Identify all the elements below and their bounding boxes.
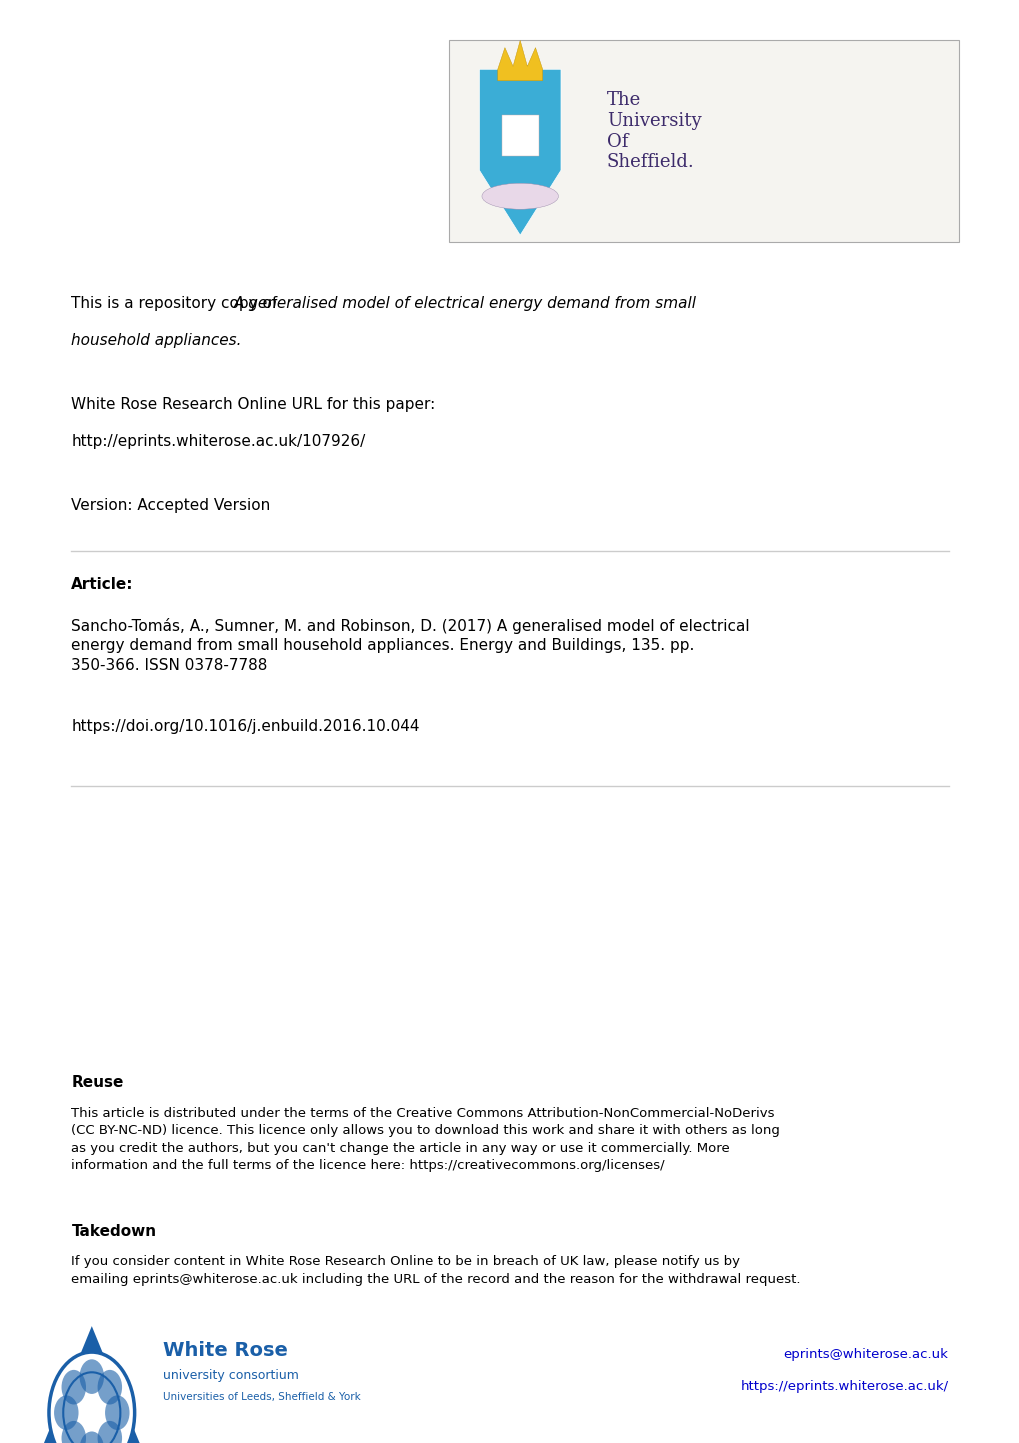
Text: This is a repository copy of: This is a repository copy of [71, 296, 282, 310]
Circle shape [105, 1395, 129, 1430]
Polygon shape [497, 40, 542, 81]
Text: Reuse: Reuse [71, 1075, 123, 1089]
Circle shape [98, 1421, 122, 1443]
Circle shape [79, 1359, 104, 1394]
FancyBboxPatch shape [501, 115, 538, 156]
Text: White Rose Research Online URL for this paper:: White Rose Research Online URL for this … [71, 397, 435, 411]
Text: This article is distributed under the terms of the Creative Commons Attribution-: This article is distributed under the te… [71, 1107, 780, 1172]
Text: eprints@whiterose.ac.uk: eprints@whiterose.ac.uk [783, 1348, 948, 1361]
Polygon shape [36, 1326, 148, 1443]
Text: http://eprints.whiterose.ac.uk/107926/: http://eprints.whiterose.ac.uk/107926/ [71, 434, 365, 449]
Text: A generalised model of electrical energy demand from small: A generalised model of electrical energy… [234, 296, 696, 310]
Circle shape [61, 1421, 86, 1443]
Text: https://eprints.whiterose.ac.uk/: https://eprints.whiterose.ac.uk/ [740, 1380, 948, 1392]
Text: university consortium: university consortium [163, 1369, 299, 1382]
Circle shape [54, 1395, 78, 1430]
Text: The
University
Of
Sheffield.: The University Of Sheffield. [606, 91, 701, 172]
Ellipse shape [482, 183, 558, 209]
Text: Article:: Article: [71, 577, 133, 592]
FancyBboxPatch shape [448, 40, 958, 242]
Circle shape [98, 1369, 122, 1404]
Text: Sancho-Tomás, A., Sumner, M. and Robinson, D. (2017) A generalised model of elec: Sancho-Tomás, A., Sumner, M. and Robinso… [71, 618, 749, 674]
Circle shape [79, 1431, 104, 1443]
Text: White Rose: White Rose [163, 1341, 287, 1359]
Circle shape [49, 1352, 135, 1443]
Circle shape [61, 1369, 86, 1404]
Text: https://doi.org/10.1016/j.enbuild.2016.10.044: https://doi.org/10.1016/j.enbuild.2016.1… [71, 719, 420, 733]
Text: Takedown: Takedown [71, 1224, 156, 1238]
Text: If you consider content in White Rose Research Online to be in breach of UK law,: If you consider content in White Rose Re… [71, 1255, 800, 1286]
Text: Universities of Leeds, Sheffield & York: Universities of Leeds, Sheffield & York [163, 1392, 361, 1403]
Text: household appliances.: household appliances. [71, 333, 242, 348]
Polygon shape [479, 69, 560, 235]
Text: Version: Accepted Version: Version: Accepted Version [71, 498, 270, 512]
